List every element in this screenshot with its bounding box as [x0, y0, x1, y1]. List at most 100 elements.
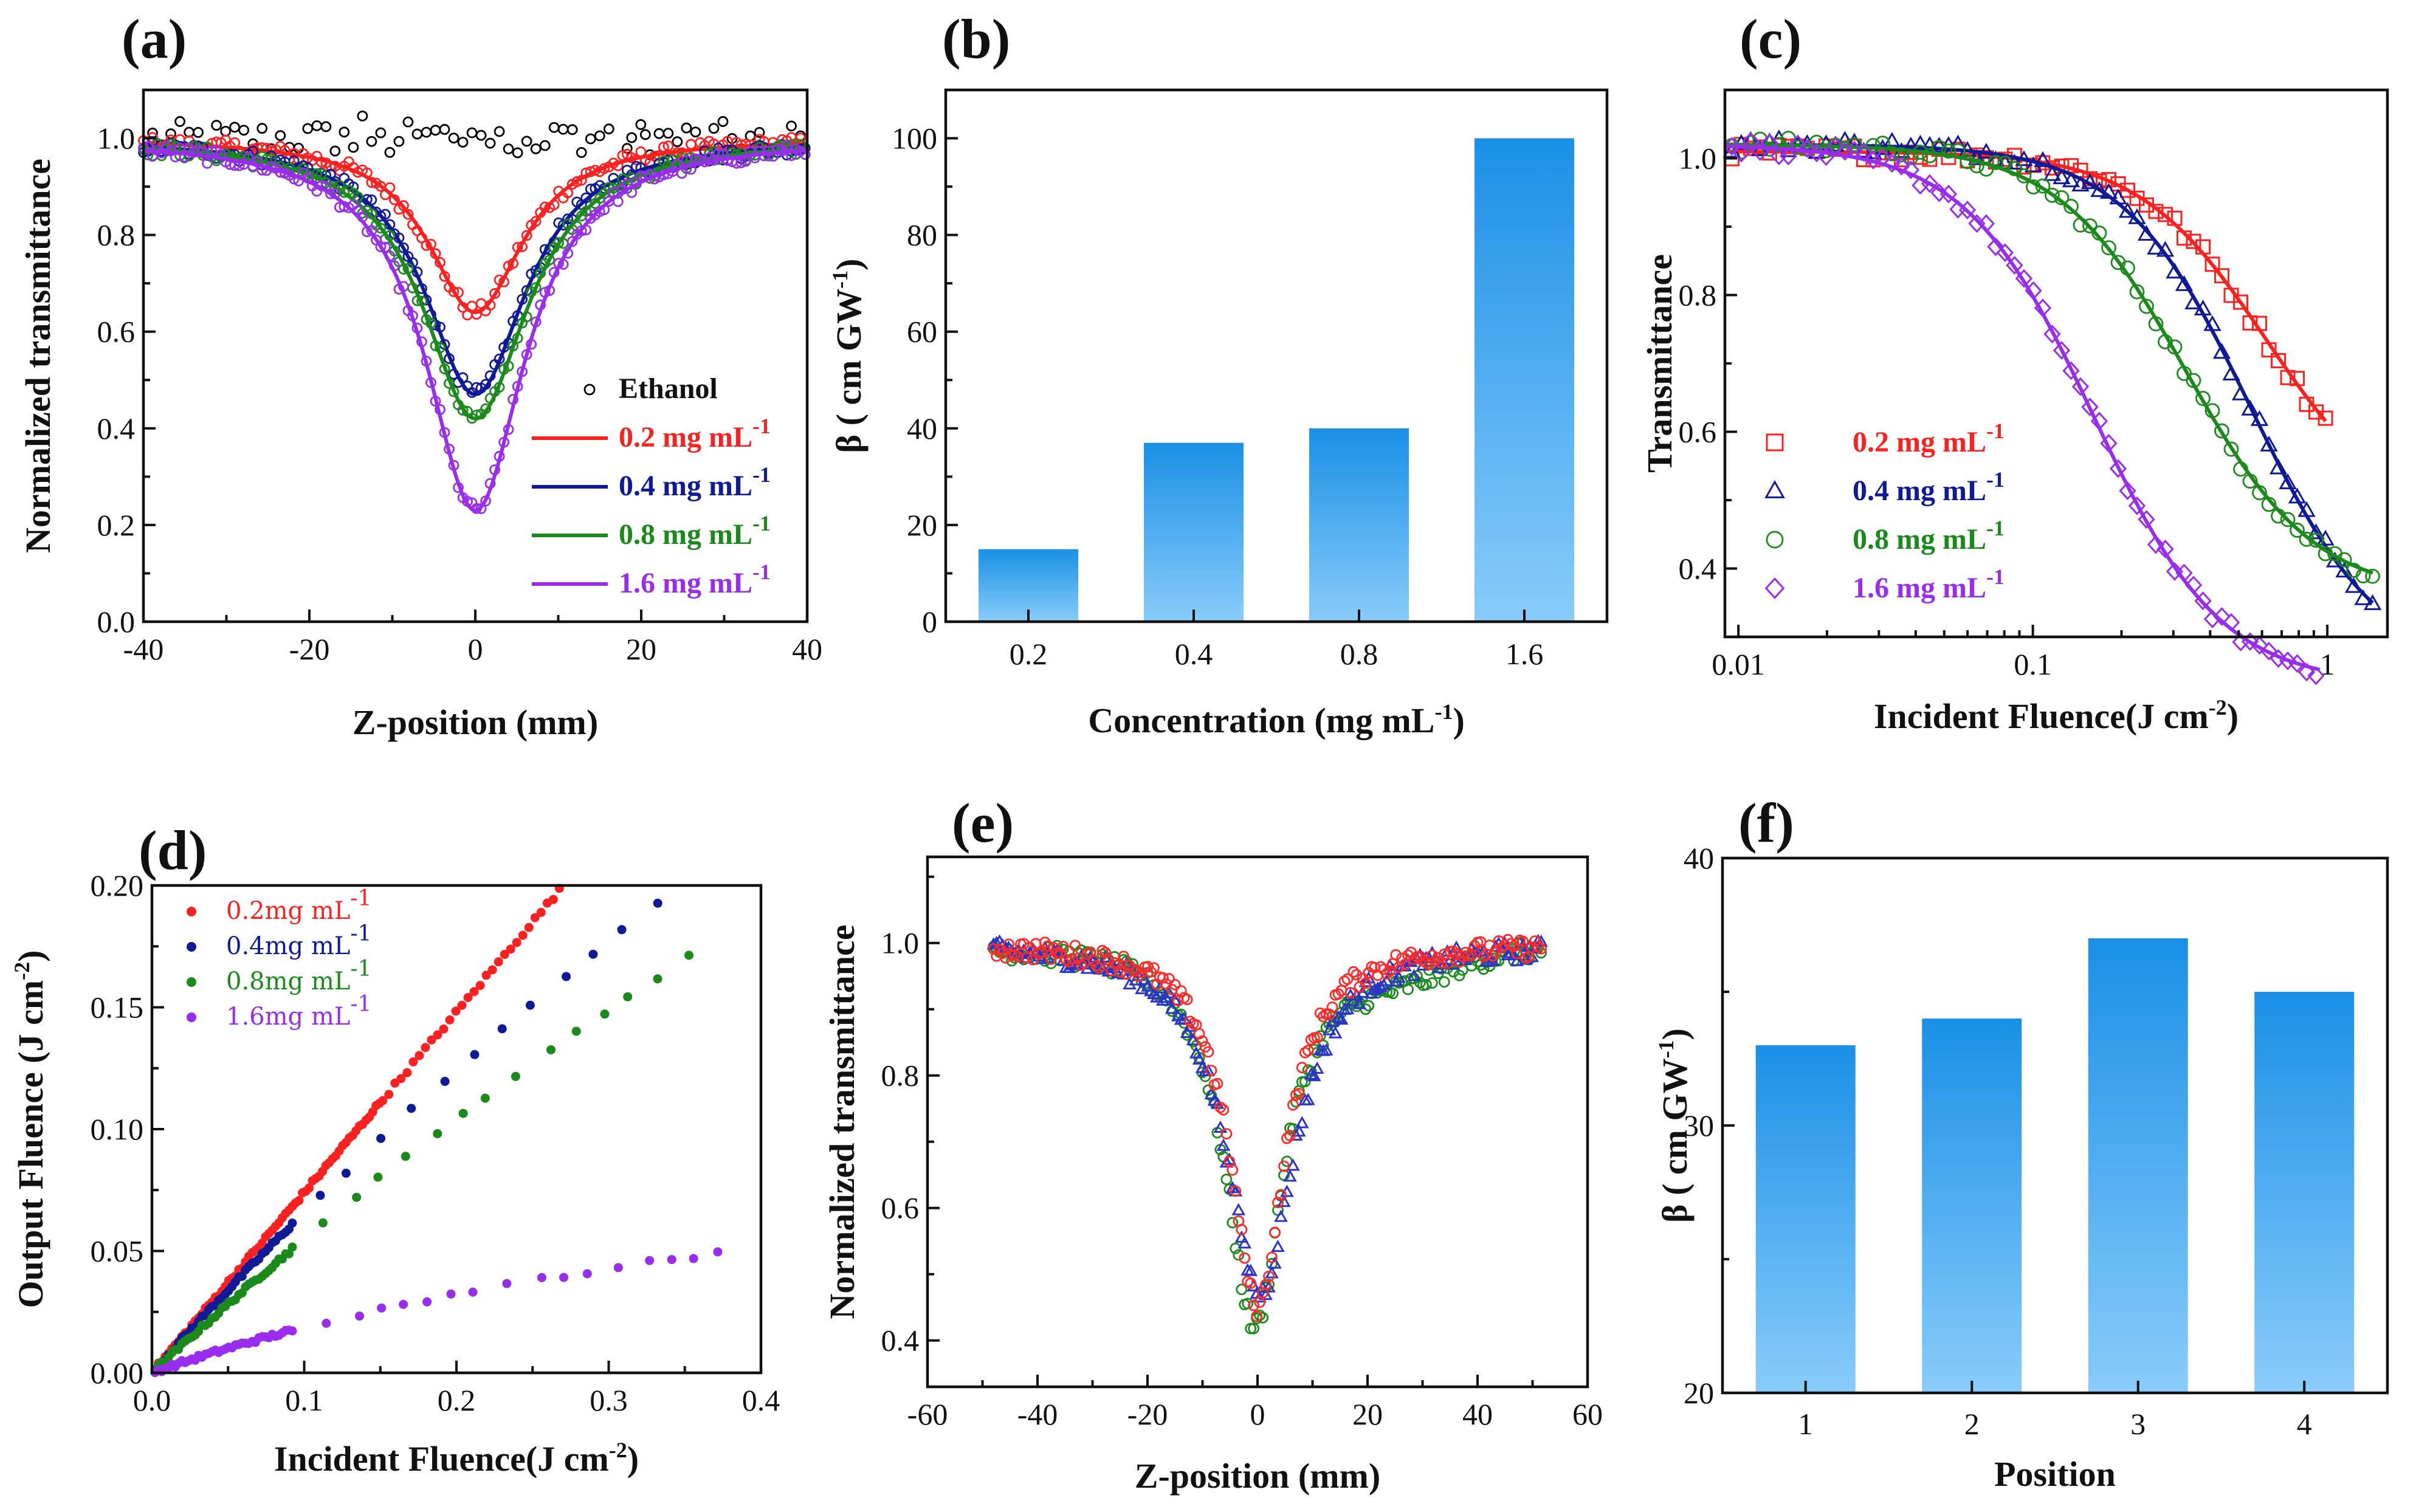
data-point: [1271, 1239, 1285, 1253]
data-point: [1496, 942, 1508, 954]
data-point: [256, 123, 268, 134]
data-point: [1259, 1287, 1273, 1301]
panel-label: (c): [1740, 8, 1802, 70]
panel-label: (f): [1738, 792, 1794, 854]
data-point: [398, 242, 409, 253]
data-point: [1413, 947, 1427, 960]
data-point: [487, 965, 497, 975]
series-1: [986, 933, 1548, 1303]
data-point: [781, 140, 793, 151]
data-point: [2212, 343, 2231, 359]
data-point: [524, 923, 534, 932]
data-point: [1165, 1002, 1179, 1014]
fit-line: [1724, 144, 2321, 672]
data-point: [1292, 1124, 1306, 1137]
x-tick-label: 1: [2320, 647, 2335, 681]
data-point: [1293, 1088, 1305, 1099]
x-tick-label: 40: [1462, 1397, 1493, 1431]
series-3: [1723, 132, 2325, 686]
data-point: [497, 1024, 507, 1034]
data-point: [1429, 955, 1441, 967]
data-point: [562, 213, 574, 225]
data-point: [315, 1191, 325, 1200]
data-point: [494, 126, 505, 137]
data-point: [1237, 1236, 1252, 1249]
data-point: [2271, 352, 2287, 368]
data-point: [2175, 275, 2194, 291]
data-point: [211, 120, 222, 131]
y-tick-label: 0.00: [91, 1356, 144, 1390]
data-point: [1331, 1010, 1346, 1023]
panel-e: (e) -60 -40 -20 0 20 40 60 0.4 0.6 0.8 1.0 Z-positio…: [822, 792, 1603, 1496]
data-point: [275, 130, 286, 141]
data-point: [681, 122, 692, 134]
data-point: [539, 140, 551, 151]
panel-d: (d) 0.0 0.1 0.2 0.3 0.4 0.00 0.05 0.10 0.15 0.20 In…: [10, 819, 780, 1479]
data-point: [1251, 1310, 1263, 1322]
x-tick-label: 20: [626, 632, 656, 666]
data-point: [287, 1326, 297, 1336]
data-point: [1360, 977, 1372, 989]
data-point: [1508, 940, 1520, 952]
data-point: [1112, 959, 1124, 971]
data-point: [422, 1297, 432, 1307]
legend-label: 0.4 mg mL-1: [1853, 467, 2005, 507]
data-point: [689, 1254, 698, 1263]
data-point: [1323, 1008, 1335, 1020]
legend-marker: [187, 1012, 196, 1022]
data-point: [1248, 1299, 1260, 1311]
data-point: [1375, 961, 1387, 973]
bar-3: [2088, 938, 2188, 1393]
data-point: [518, 930, 528, 940]
data-point: [1099, 947, 1112, 958]
data-point: [1205, 1065, 1217, 1076]
data-point: [1278, 1160, 1290, 1172]
data-point: [2260, 435, 2278, 452]
data-point: [174, 116, 185, 127]
data-point: [639, 129, 651, 140]
data-point: [1217, 1104, 1230, 1116]
data-point: [2204, 256, 2220, 272]
data-point: [2280, 512, 2296, 527]
data-point: [1761, 133, 1778, 153]
data-point: [2043, 325, 2061, 344]
data-point: [352, 1192, 362, 1202]
legend-label: 1.6mg mL-1: [226, 992, 371, 1031]
data-point: [1883, 154, 1901, 173]
data-point: [2233, 294, 2249, 310]
data-point: [1414, 977, 1426, 989]
bar-2: [1922, 1019, 2022, 1393]
data-point: [2053, 341, 2071, 360]
data-point: [430, 125, 441, 136]
data-point: [2043, 165, 2062, 181]
data-point: [530, 216, 542, 227]
data-point: [754, 127, 765, 138]
data-point: [1163, 972, 1175, 985]
fit-line: [143, 142, 808, 314]
data-point: [1236, 1283, 1248, 1296]
data-point: [1459, 946, 1471, 958]
data-point: [626, 132, 638, 143]
y-tick-label: 40: [907, 411, 937, 445]
panel-label: (a): [122, 8, 187, 70]
data-point: [1310, 1061, 1324, 1074]
data-point: [1476, 944, 1491, 957]
bar-0.8: [1309, 428, 1409, 622]
legend-label: 0.8 mg mL-1: [619, 511, 771, 551]
legend-marker: [1766, 433, 1784, 452]
data-point: [1988, 155, 2003, 170]
data-point: [1504, 946, 1518, 958]
data-point: [494, 957, 503, 967]
data-point: [402, 1068, 412, 1077]
data-point: [2186, 233, 2201, 249]
data-point: [1317, 1011, 1329, 1023]
data-point: [1192, 1052, 1206, 1065]
data-point: [421, 126, 432, 138]
data-point: [1742, 132, 1760, 151]
legend: 0.2mg mL-10.4mg mL-10.8mg mL-11.6mg mL-1: [187, 886, 371, 1031]
data-point: [1328, 1026, 1343, 1039]
x-tick-label: 1.6: [1506, 637, 1544, 671]
data-point: [1384, 965, 1396, 977]
data-point: [1231, 1203, 1246, 1215]
data-point: [2138, 510, 2155, 529]
